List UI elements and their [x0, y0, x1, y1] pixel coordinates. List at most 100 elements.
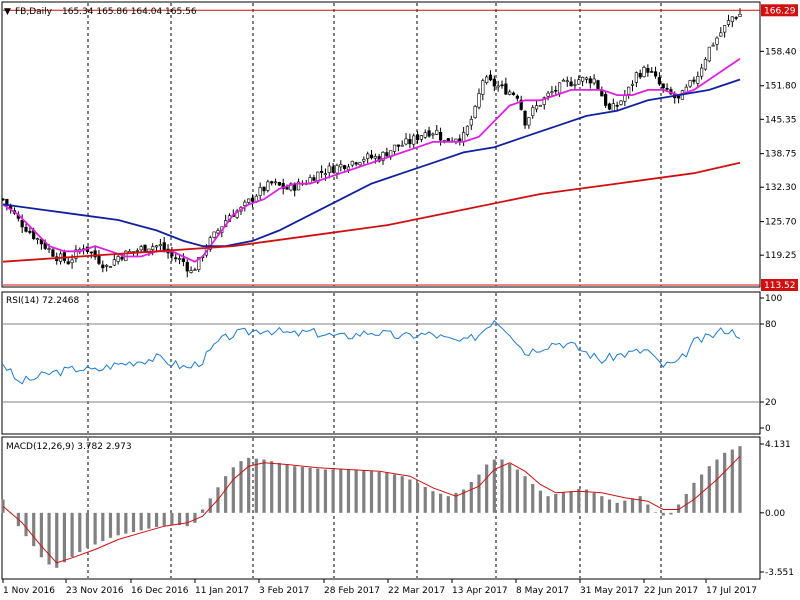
- macd-bar: [692, 482, 696, 513]
- macd-bar: [408, 479, 412, 513]
- macd-bar: [285, 464, 289, 513]
- macd-bar: [730, 449, 734, 513]
- candle-body: [423, 132, 427, 138]
- candle-body: [650, 71, 654, 73]
- current-price-label: 166.29: [764, 6, 796, 16]
- macd-bar: [592, 492, 596, 513]
- candle-body: [343, 165, 347, 169]
- candle-body: [500, 84, 504, 87]
- candle-body: [335, 165, 339, 174]
- candle-body: [462, 132, 466, 143]
- macd-bar: [385, 472, 389, 513]
- chevron-down-icon[interactable]: ▼: [4, 7, 11, 17]
- macd-bar: [423, 487, 427, 513]
- macd-bar: [308, 467, 312, 513]
- candle-body: [277, 182, 281, 186]
- candle-body: [485, 76, 489, 83]
- candle-body: [573, 84, 577, 86]
- candle-body: [24, 226, 28, 232]
- symbol-label: FB,Daily: [15, 7, 53, 17]
- candle-body: [212, 231, 216, 238]
- candle-body: [139, 246, 143, 251]
- candle-body: [373, 156, 377, 159]
- ma_slow-line: [2, 161, 741, 263]
- candle-body: [688, 80, 692, 87]
- candle-body: [250, 197, 255, 202]
- candle-body: [35, 238, 40, 240]
- candle-body: [293, 184, 297, 191]
- price-tick-label: 138.75: [765, 150, 797, 160]
- candle-body: [519, 99, 523, 110]
- candle-body: [151, 246, 155, 250]
- candle-body: [235, 210, 239, 218]
- candle-body: [158, 244, 162, 247]
- candle-body: [584, 77, 589, 80]
- macd-bar: [346, 469, 351, 513]
- macd-bar: [39, 512, 43, 558]
- macd-bar: [492, 459, 496, 513]
- candle-body: [481, 80, 485, 95]
- candle-body: [366, 153, 370, 159]
- macd-bar: [446, 496, 450, 513]
- candle-body: [289, 183, 293, 191]
- candle-body: [281, 183, 285, 189]
- price-pane: 158.40 151.80 145.35 138.75 132.30 125.70 119.…: [1, 1, 798, 291]
- rsi-tick-label: 100: [765, 294, 782, 304]
- macd-bar: [362, 470, 366, 513]
- candle-body: [197, 257, 201, 270]
- macd-bar: [93, 512, 97, 545]
- candle-body: [707, 46, 711, 62]
- macd-bar: [661, 512, 665, 516]
- candle-body: [634, 72, 638, 83]
- macd-bar: [185, 512, 189, 527]
- rsi-axis: 100 0: [760, 294, 782, 434]
- candle-body: [408, 139, 412, 145]
- candle-body: [508, 91, 512, 95]
- time-tick-label: 1 Nov 2016: [3, 586, 55, 596]
- macd-tick-label: -3.551: [765, 568, 794, 578]
- price-tick-label: 125.70: [765, 218, 797, 228]
- candle-body: [431, 133, 435, 136]
- candle-body: [101, 264, 105, 269]
- time-tick-label: 22 Jun 2017: [644, 586, 698, 596]
- macd-bar: [162, 512, 166, 526]
- candle-body: [473, 106, 477, 119]
- macd-bar: [377, 472, 381, 513]
- candle-body: [316, 171, 320, 183]
- macd-bar: [201, 509, 205, 513]
- candle-body: [554, 89, 558, 92]
- macd-bar: [515, 469, 519, 513]
- candle-body: [296, 181, 301, 191]
- time-tick-label: 16 Dec 2016: [131, 586, 189, 596]
- macd-bar: [715, 459, 719, 513]
- candle-body: [89, 251, 93, 254]
- candle-body: [711, 44, 715, 47]
- rsi-vertical-grid: [87, 293, 662, 433]
- candle-body: [339, 164, 343, 168]
- macd-bar: [193, 512, 197, 523]
- rsi-tick-label: 0: [765, 424, 771, 434]
- candle-body: [66, 261, 70, 265]
- time-tick-label: 22 Mar 2017: [388, 586, 445, 596]
- candle-body: [657, 77, 661, 85]
- macd-bar: [723, 452, 727, 513]
- price-pane-frame: [1, 1, 761, 288]
- candle-body: [74, 249, 78, 259]
- candle-body: [354, 162, 358, 165]
- macd-bar: [607, 499, 612, 513]
- candle-body: [661, 83, 665, 89]
- ma_mid-line: [2, 78, 741, 247]
- candle-body: [93, 250, 97, 258]
- macd-bar: [323, 469, 328, 513]
- macd-bar: [400, 476, 404, 513]
- macd-bar: [254, 458, 258, 513]
- candle-body: [550, 91, 554, 94]
- candle-body: [427, 130, 431, 137]
- candle-body: [646, 67, 650, 73]
- candle-body: [120, 256, 124, 260]
- candle-body: [531, 107, 535, 116]
- macd-bar: [1, 499, 5, 513]
- low-marker-label: 113.52: [764, 281, 796, 291]
- rsi-level-label: 20: [765, 398, 777, 408]
